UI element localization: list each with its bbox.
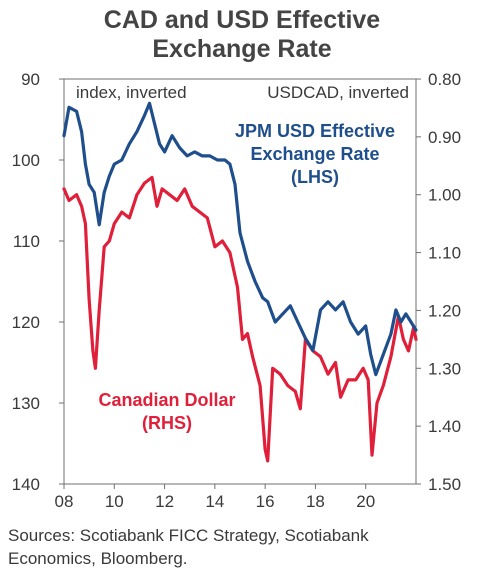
left-tick-label: 110 [13,232,40,251]
source-line-1: Sources: Scotiabank FICC Strategy, Scoti… [8,526,369,545]
series-label: Exchange Rate [250,144,379,164]
chart-title-line-2: Exchange Rate [152,35,332,63]
series-label: JPM USD Effective [235,121,395,141]
right-tick-label: 0.80 [428,70,461,89]
series-lines [62,101,418,463]
right-tick-label: 0.90 [428,128,461,147]
right-tick-label: 1.40 [428,417,461,436]
source-note: Sources: Scotiabank FICC Strategy, Scoti… [8,524,478,570]
left-tick-label: 100 [12,151,40,170]
cad-line [62,175,418,463]
x-tick-label: 18 [306,492,325,511]
chart-title-line-1: CAD and USD Effective [103,6,381,34]
right-tick-label: 1.50 [428,475,461,494]
right-tick-label: 1.00 [428,186,461,205]
left-tick-label: 130 [12,394,40,413]
x-tick-label: 20 [356,492,375,511]
left-tick-label: 90 [21,70,40,89]
right-axis-label: USDCAD, inverted [267,83,409,102]
x-tick-label: 10 [105,492,124,511]
x-tick-label: 16 [256,492,275,511]
right-tick-label: 1.30 [428,359,461,378]
axis-ticks: 08 10 12 14 16 18 20 90 100 110 120 130 140 0.80 0.90 1… [12,70,461,511]
series-label: (RHS) [142,413,192,433]
x-tick-label: 12 [155,492,174,511]
right-tick-label: 1.20 [428,301,461,320]
series-label: (LHS) [291,167,339,187]
usd-effective-line [62,101,418,377]
x-tick-label: 08 [55,492,74,511]
series-labels: Canadian Dollar (RHS) JPM USD Effective Exc… [98,121,395,433]
source-line-2: Economics, Bloomberg. [8,549,188,568]
chart-title: CAD and USD Effective Exchange Rate [0,6,484,64]
left-tick-label: 120 [12,313,40,332]
series-label: Canadian Dollar [98,390,235,410]
plot-frame [63,78,417,485]
right-tick-label: 1.10 [428,244,461,263]
x-tick-label: 14 [205,492,224,511]
left-tick-label: 140 [12,475,40,494]
left-axis-label: index, inverted [76,83,187,102]
